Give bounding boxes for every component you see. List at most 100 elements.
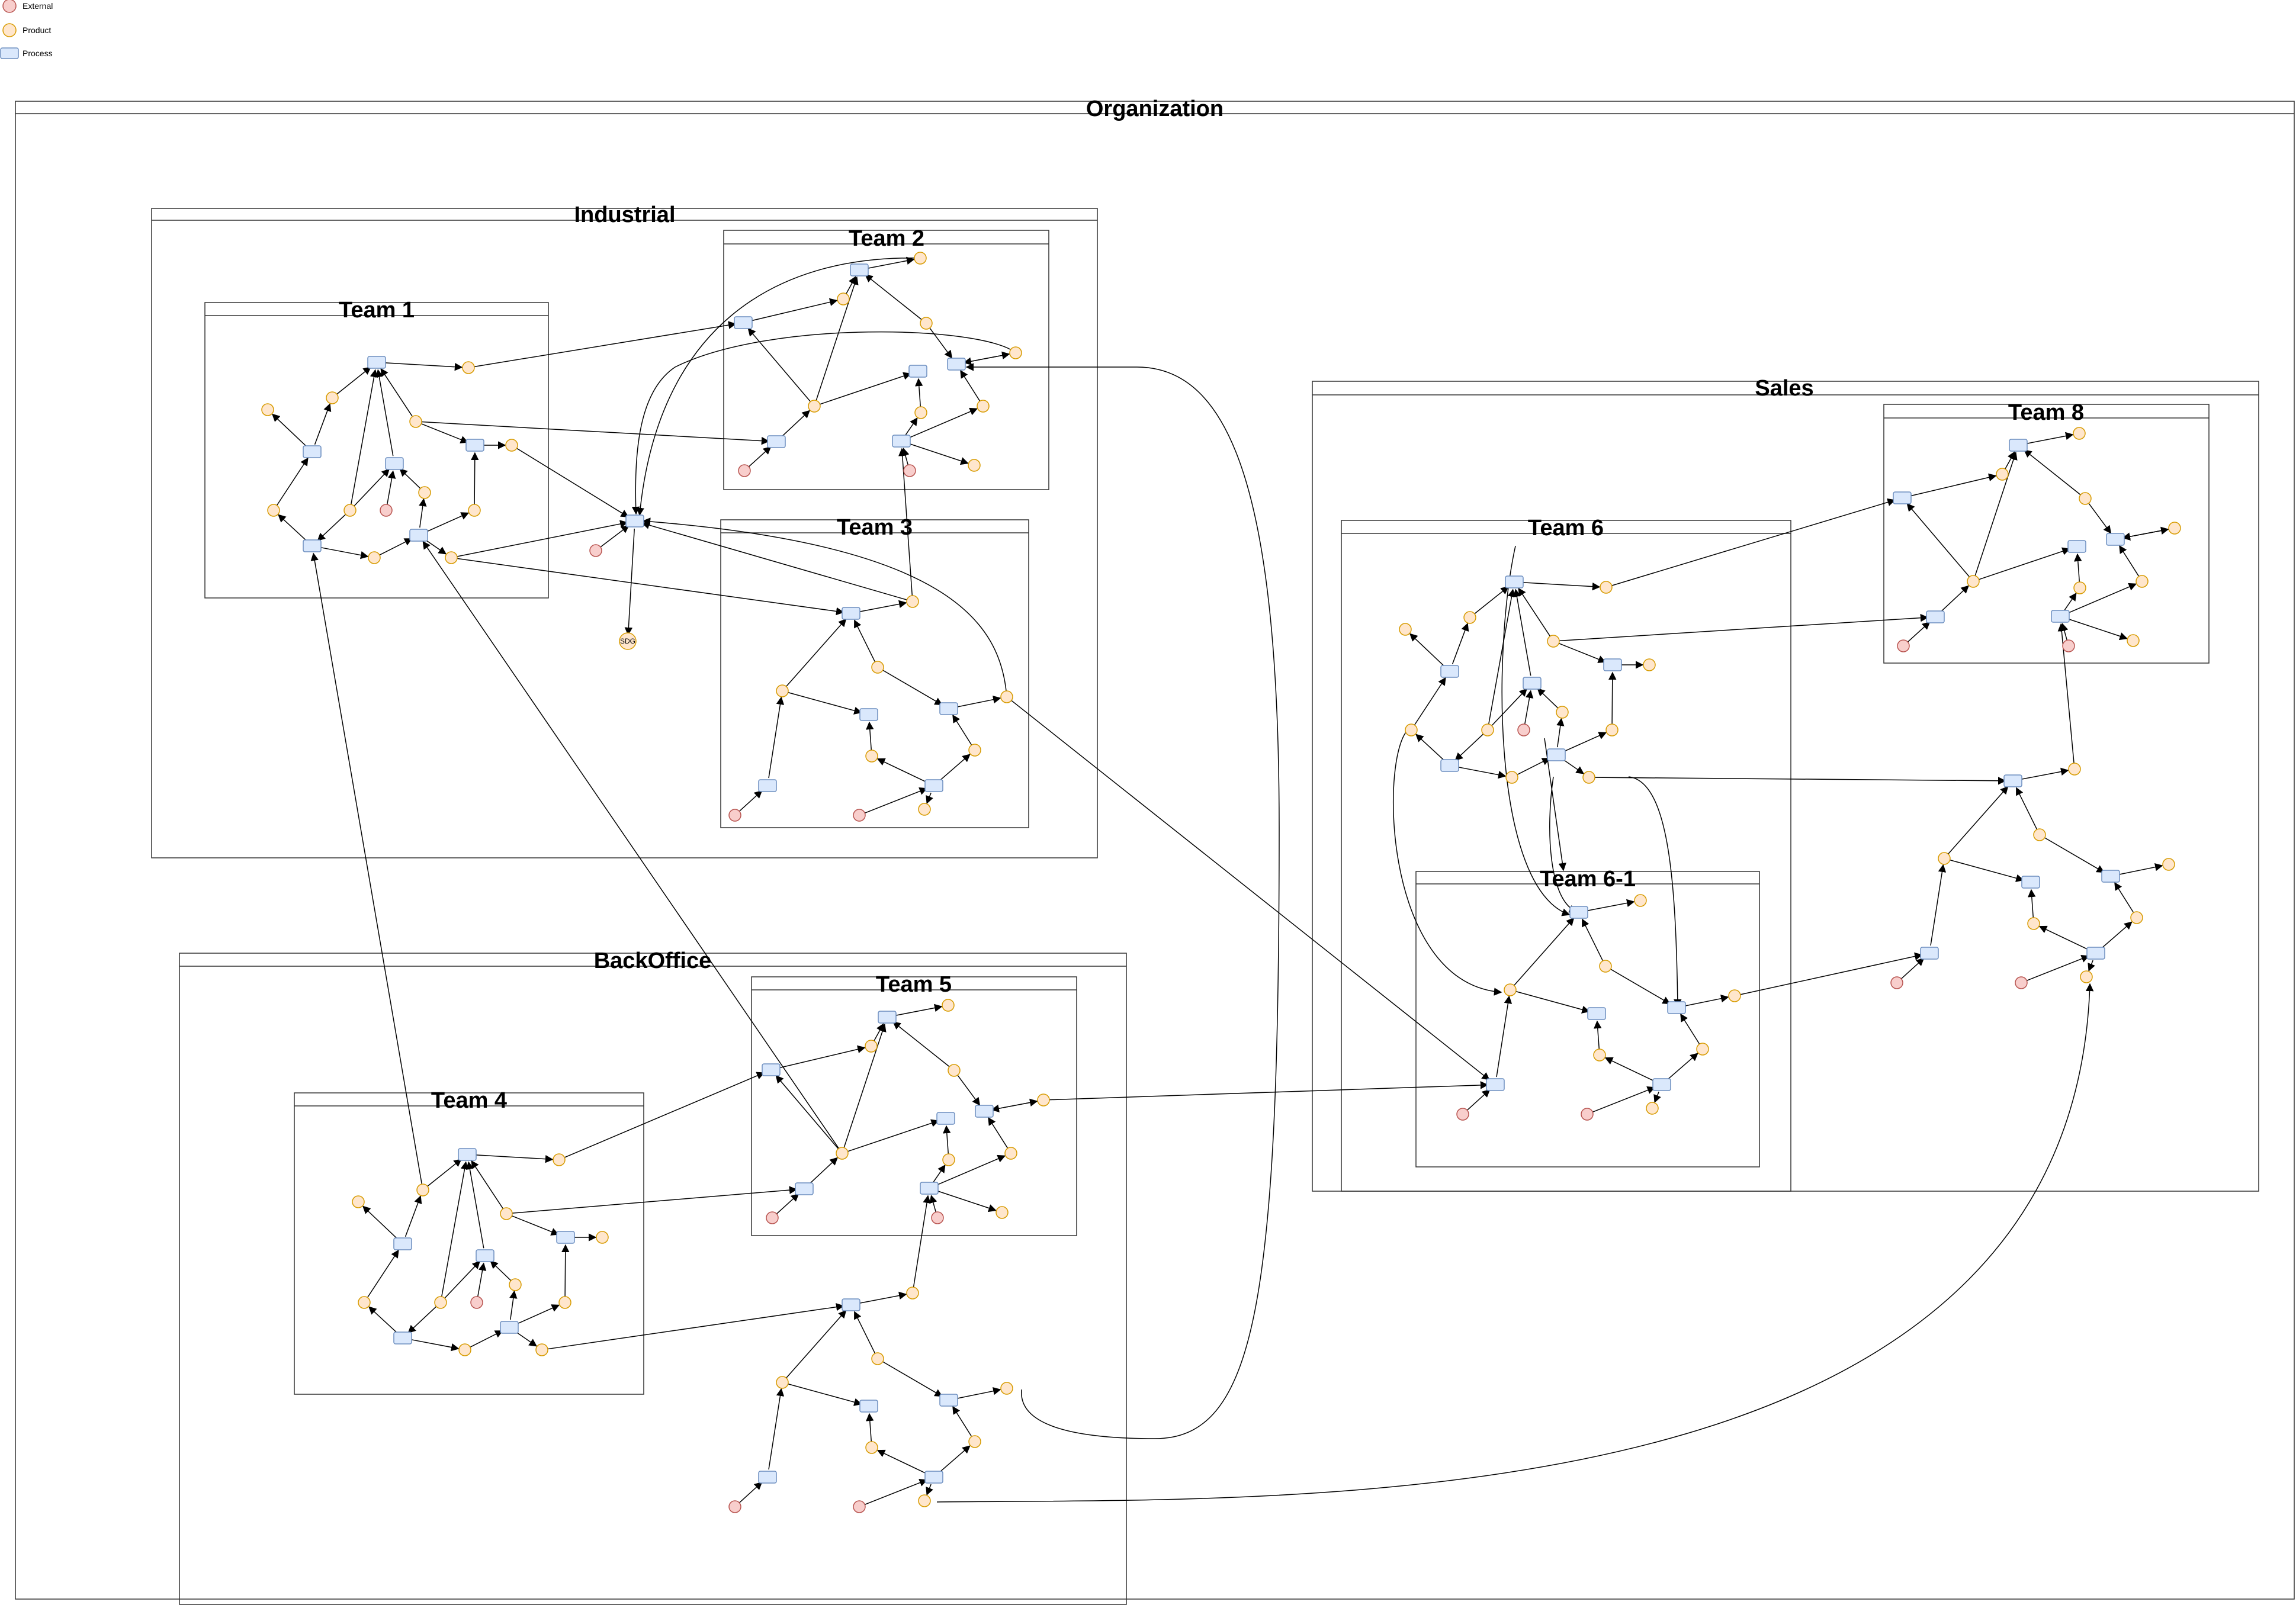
product-node[interactable] — [468, 504, 480, 516]
product-node[interactable] — [2080, 971, 2092, 983]
process-node[interactable] — [925, 1471, 943, 1483]
process-node[interactable] — [394, 1238, 412, 1250]
container-team6[interactable]: Team 6 — [1341, 516, 1791, 1191]
process-node[interactable] — [2106, 533, 2124, 545]
product-node[interactable] — [2073, 427, 2085, 439]
external-node[interactable] — [904, 465, 916, 477]
product-node[interactable] — [2169, 522, 2181, 534]
external-node[interactable] — [380, 504, 392, 516]
product-node[interactable] — [417, 1184, 429, 1196]
process-node[interactable] — [368, 356, 386, 368]
container-sales[interactable]: Sales — [1312, 376, 2259, 1191]
container-industrial[interactable]: Industrial — [152, 202, 1097, 858]
product-node[interactable] — [344, 504, 356, 516]
process-node[interactable] — [2102, 870, 2120, 882]
process-node[interactable] — [1486, 1079, 1504, 1091]
external-node[interactable] — [1457, 1108, 1469, 1120]
product-node[interactable] — [1506, 771, 1518, 783]
process-node[interactable] — [878, 1011, 896, 1023]
product-node[interactable] — [837, 293, 849, 305]
product-node[interactable] — [509, 1279, 521, 1291]
process-node[interactable] — [948, 358, 965, 370]
product-node[interactable] — [459, 1344, 471, 1356]
process-node[interactable] — [2087, 947, 2105, 959]
product-node[interactable] — [996, 1207, 1008, 1218]
process-node[interactable] — [937, 1112, 955, 1124]
product-node[interactable] — [1967, 575, 1979, 587]
process-node[interactable] — [734, 317, 752, 329]
product-node[interactable] — [1646, 1102, 1658, 1114]
external-node[interactable] — [853, 1501, 865, 1513]
process-node[interactable] — [940, 1394, 958, 1406]
process-node[interactable] — [795, 1183, 813, 1195]
product-node[interactable] — [914, 252, 926, 264]
process-node[interactable] — [2051, 610, 2069, 622]
process-node[interactable] — [975, 1105, 993, 1117]
external-node[interactable] — [1518, 724, 1530, 736]
product-node[interactable] — [836, 1147, 848, 1159]
process-node[interactable] — [759, 1471, 776, 1483]
external-node[interactable] — [738, 465, 750, 477]
process-node[interactable] — [842, 607, 860, 619]
external-node[interactable] — [1897, 640, 1909, 652]
product-node[interactable] — [1001, 691, 1013, 703]
product-node[interactable] — [919, 803, 930, 815]
product-node[interactable] — [500, 1208, 512, 1220]
product-node[interactable] — [1001, 1382, 1013, 1394]
external-node[interactable] — [1581, 1108, 1593, 1120]
product-node[interactable] — [1600, 581, 1612, 593]
product-node[interactable] — [776, 685, 788, 697]
process-node[interactable] — [386, 458, 403, 469]
product-node[interactable] — [352, 1196, 364, 1208]
process-node[interactable] — [1893, 492, 1911, 504]
product-node[interactable] — [1547, 635, 1559, 647]
process-node[interactable] — [458, 1149, 476, 1160]
product-node[interactable] — [866, 1442, 878, 1453]
external-node[interactable] — [471, 1297, 483, 1308]
product-node[interactable] — [969, 1436, 981, 1448]
product-node[interactable] — [2136, 575, 2148, 587]
sdg-node[interactable]: SDG — [619, 633, 636, 649]
product-node[interactable] — [865, 1040, 877, 1052]
product-node[interactable] — [1643, 659, 1655, 671]
product-node[interactable] — [596, 1231, 608, 1243]
product-node[interactable] — [919, 1495, 930, 1507]
process-node[interactable] — [1921, 947, 1938, 959]
product-node[interactable] — [445, 552, 457, 564]
process-node[interactable] — [303, 540, 321, 552]
product-node[interactable] — [1600, 960, 1611, 972]
product-node[interactable] — [368, 552, 380, 564]
product-node[interactable] — [1482, 724, 1494, 736]
process-node[interactable] — [557, 1231, 574, 1243]
product-node[interactable] — [808, 400, 820, 412]
process-node[interactable] — [410, 529, 428, 541]
process-node[interactable] — [1441, 665, 1459, 677]
product-node[interactable] — [2079, 493, 2091, 504]
product-node[interactable] — [1005, 1147, 1017, 1159]
process-node[interactable] — [1588, 1008, 1605, 1019]
product-node[interactable] — [920, 317, 932, 329]
container-team2[interactable]: Team 2 — [724, 226, 1049, 490]
product-node[interactable] — [2069, 763, 2080, 775]
process-node[interactable] — [768, 436, 785, 448]
process-node[interactable] — [892, 435, 910, 447]
process-node[interactable] — [909, 365, 927, 377]
process-node[interactable] — [860, 1400, 878, 1412]
process-node[interactable] — [842, 1299, 860, 1311]
process-node[interactable] — [1441, 760, 1459, 771]
external-node[interactable] — [2015, 977, 2027, 989]
product-node[interactable] — [2074, 582, 2086, 594]
product-node[interactable] — [1583, 771, 1595, 783]
product-node[interactable] — [2127, 635, 2139, 646]
process-node[interactable] — [394, 1332, 412, 1344]
product-node[interactable] — [969, 744, 981, 756]
product-node[interactable] — [968, 459, 980, 471]
product-node[interactable] — [358, 1297, 370, 1308]
process-node[interactable] — [1570, 906, 1588, 918]
process-node[interactable] — [626, 515, 644, 527]
process-node[interactable] — [860, 709, 878, 721]
product-node[interactable] — [1996, 468, 2008, 480]
product-node[interactable] — [2028, 918, 2040, 929]
external-node[interactable] — [853, 809, 865, 821]
process-node[interactable] — [1505, 576, 1523, 588]
